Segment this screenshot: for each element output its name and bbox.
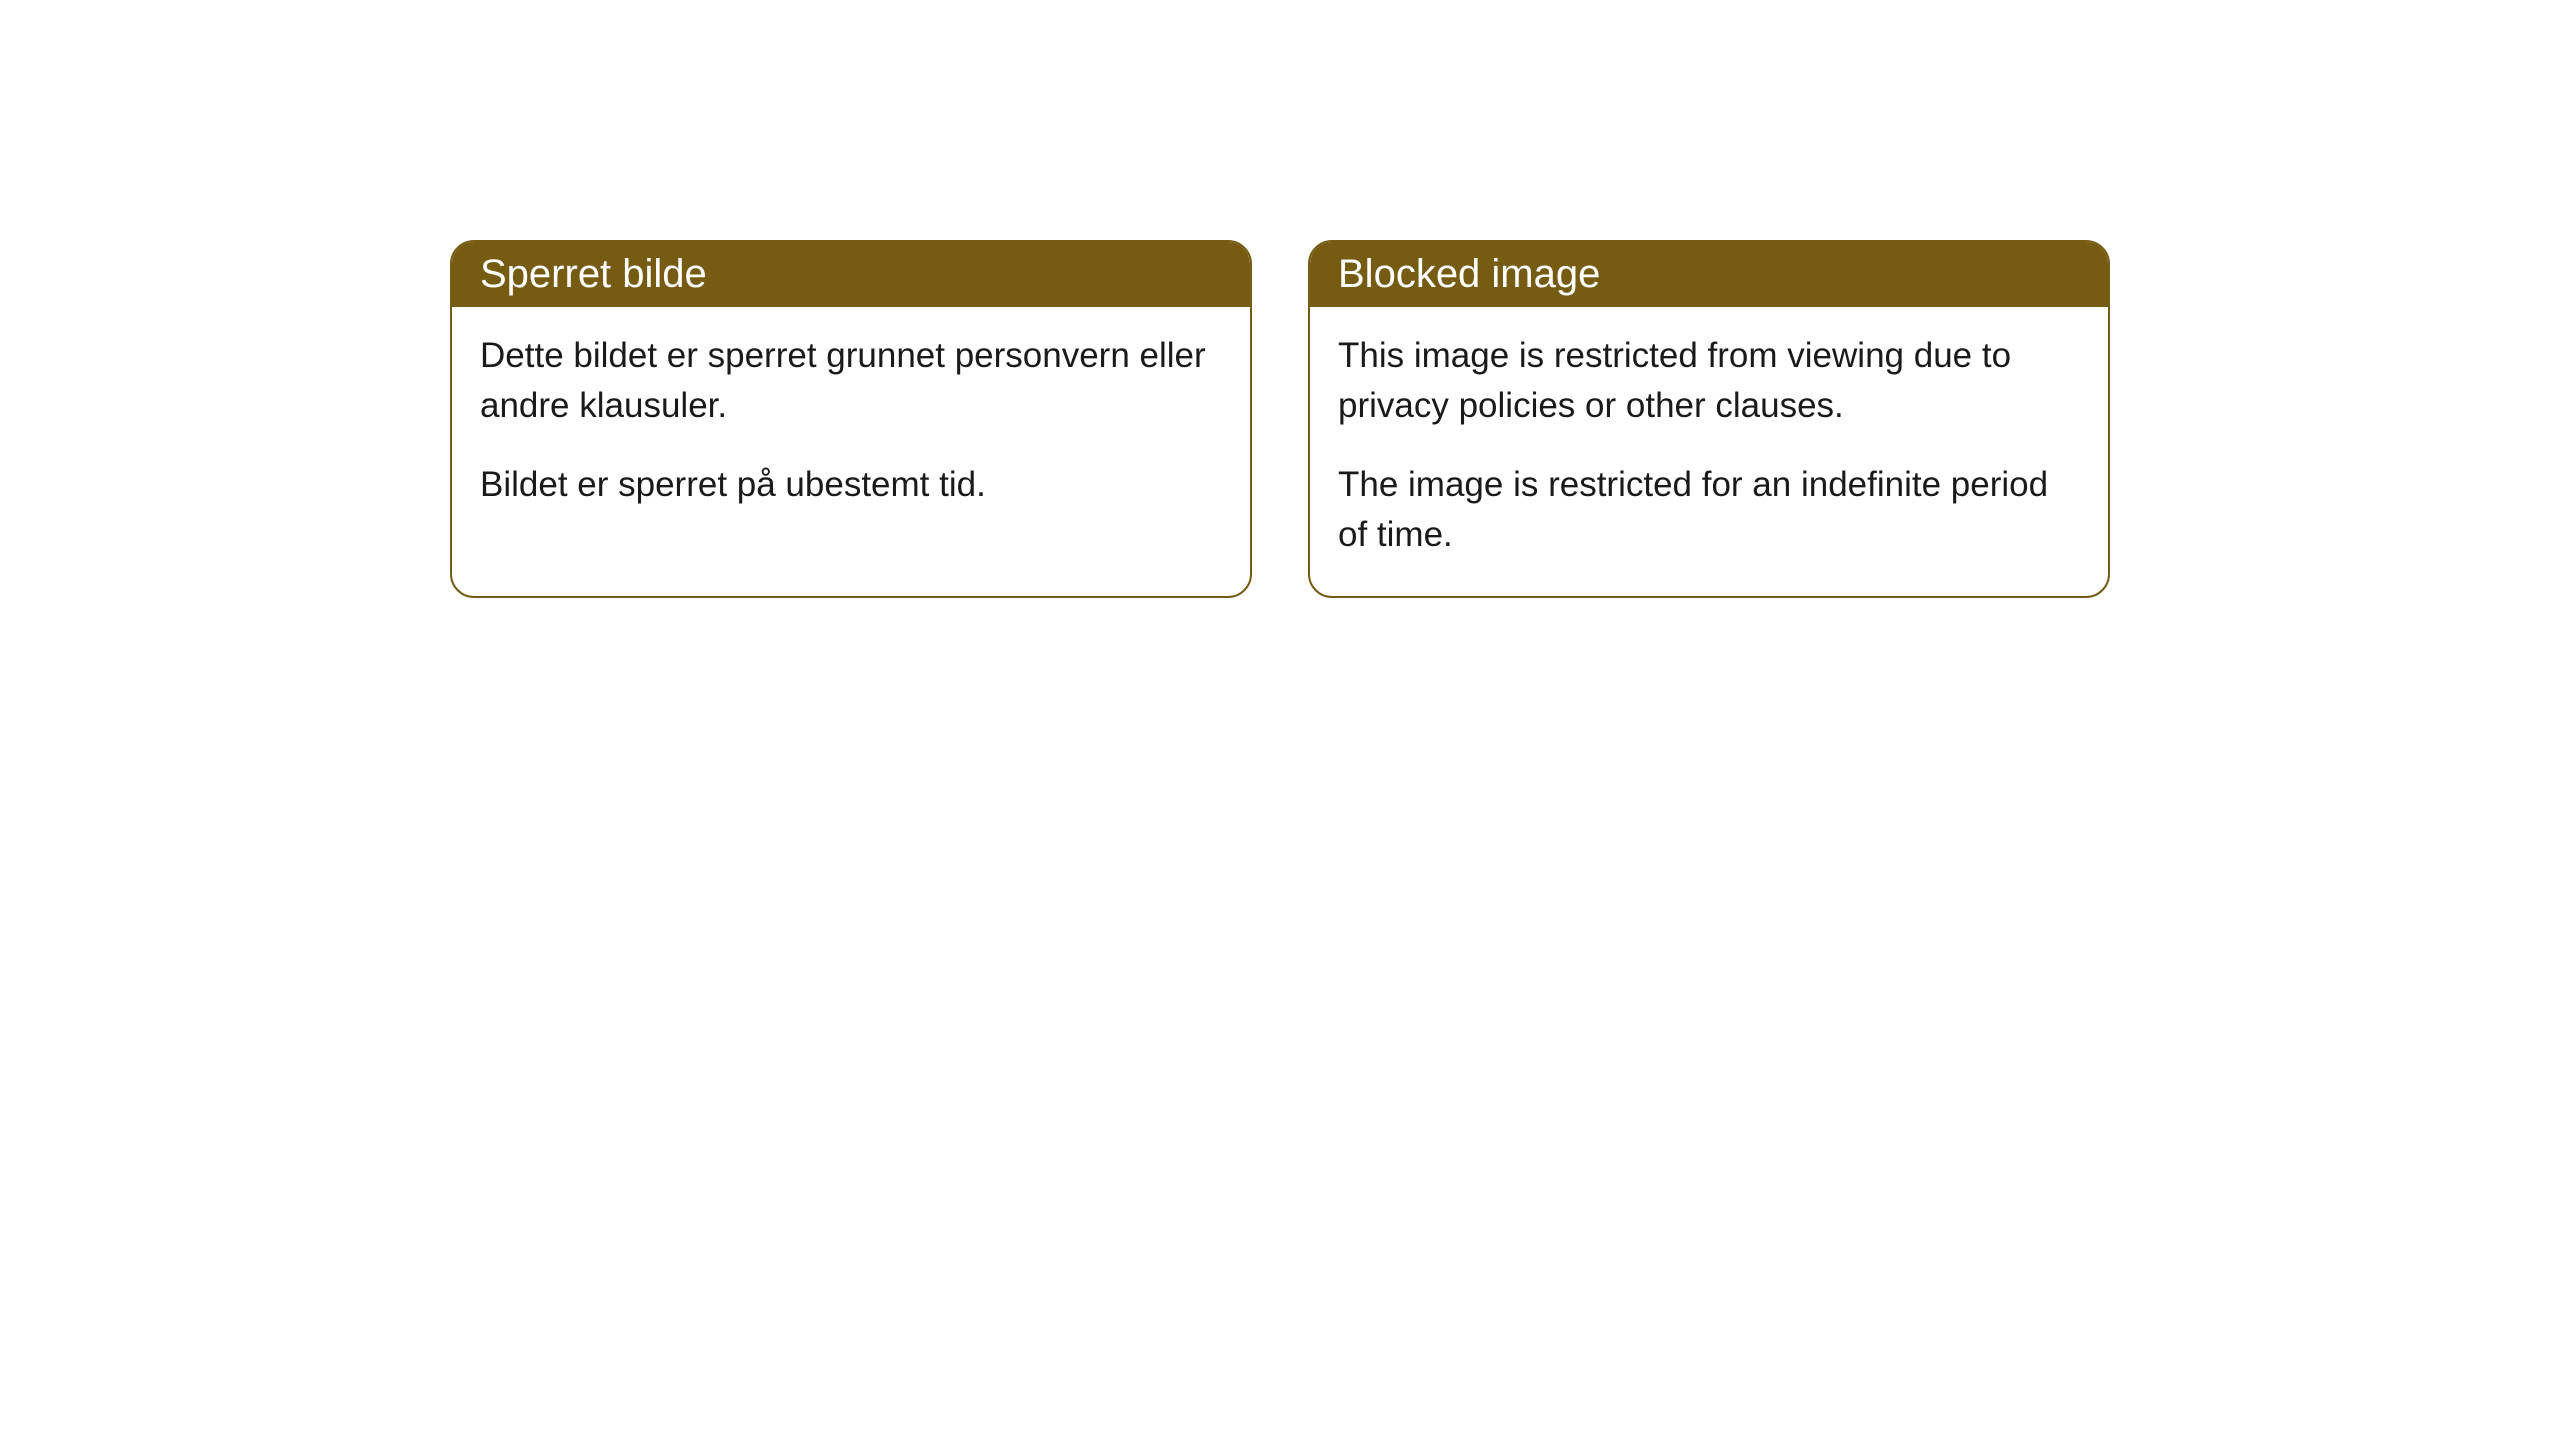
blocked-image-card-english: Blocked image This image is restricted f… [1308,240,2110,598]
card-body: This image is restricted from viewing du… [1310,307,2108,596]
card-header: Blocked image [1310,242,2108,307]
card-paragraph: Dette bildet er sperret grunnet personve… [480,331,1222,430]
card-header: Sperret bilde [452,242,1250,307]
card-paragraph: This image is restricted from viewing du… [1338,331,2080,430]
blocked-image-card-norwegian: Sperret bilde Dette bildet er sperret gr… [450,240,1252,598]
notice-cards-container: Sperret bilde Dette bildet er sperret gr… [450,240,2560,598]
card-paragraph: Bildet er sperret på ubestemt tid. [480,460,1222,510]
card-body: Dette bildet er sperret grunnet personve… [452,307,1250,546]
card-paragraph: The image is restricted for an indefinit… [1338,460,2080,559]
